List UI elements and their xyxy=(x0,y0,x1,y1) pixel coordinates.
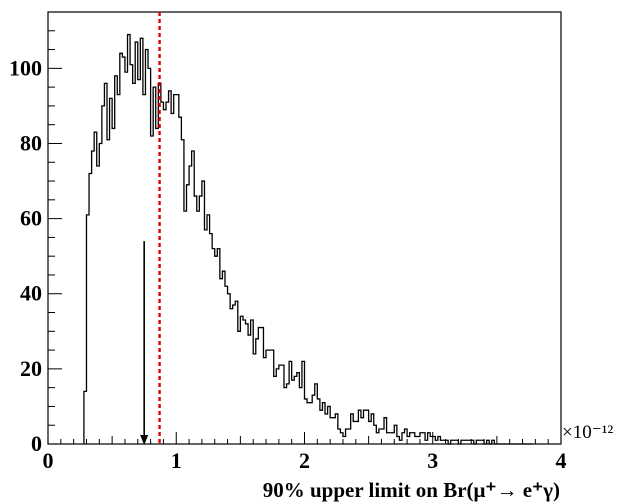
x-tick-label: 3 xyxy=(427,448,438,473)
arrow-head xyxy=(140,435,149,445)
y-tick-label: 100 xyxy=(9,55,42,80)
x-tick-label: 4 xyxy=(556,448,567,473)
y-tick-label: 0 xyxy=(31,431,42,456)
x-tick-label: 0 xyxy=(43,448,54,473)
y-tick-label: 60 xyxy=(20,206,42,231)
histogram-layer xyxy=(83,33,533,445)
x-axis-title: 90% upper limit on Br(μ⁺→ e⁺γ) xyxy=(263,478,560,502)
x-axis-multiplier: ×10⁻¹² xyxy=(562,422,613,443)
y-tick-label: 80 xyxy=(20,130,42,155)
x-tick-label: 2 xyxy=(299,448,310,473)
marker-layer xyxy=(140,12,161,445)
histogram-series xyxy=(83,33,533,445)
y-tick-label: 40 xyxy=(20,281,42,306)
y-tick-label: 20 xyxy=(20,356,42,381)
x-tick-label: 1 xyxy=(171,448,182,473)
